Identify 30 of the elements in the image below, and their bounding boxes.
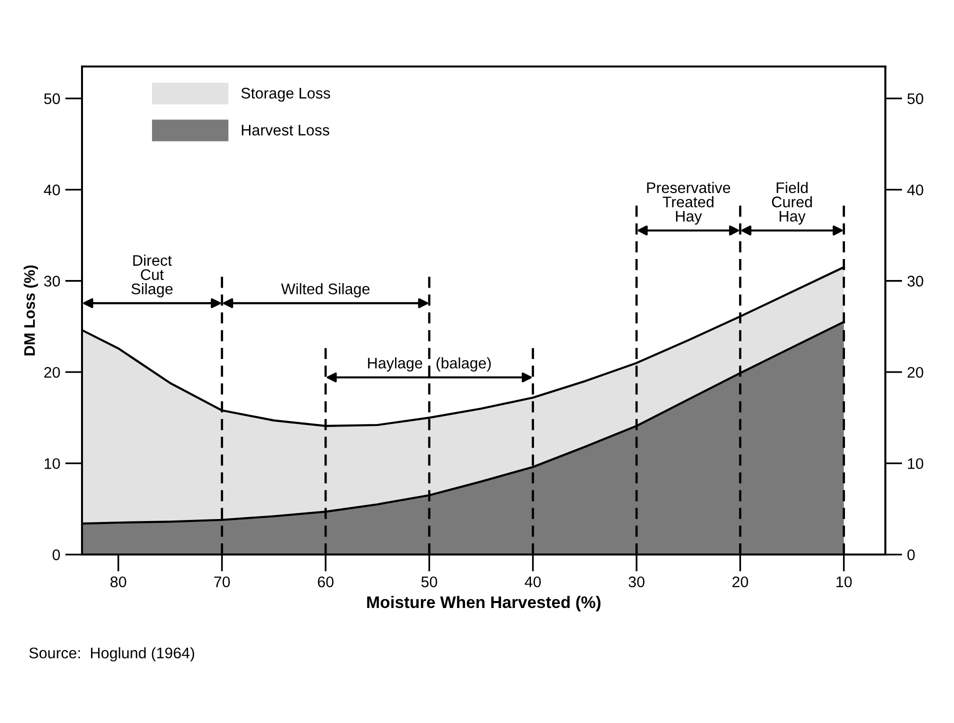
annotation: Wilted Silage <box>281 283 370 298</box>
x-tick-label: 30 <box>628 576 644 588</box>
x-tick-label: 40 <box>524 576 541 588</box>
y-tick-label: 40 <box>44 184 60 196</box>
annotation: Direct Cut Silage <box>131 254 173 298</box>
y2-tick-label: 10 <box>908 458 924 470</box>
source-note: Source: Hoglund (1964) <box>29 647 194 662</box>
x-tick-label: 60 <box>318 576 334 588</box>
y2-tick-label: 40 <box>907 184 924 196</box>
y-tick-label: 10 <box>44 458 60 470</box>
y-tick-label: 50 <box>44 93 60 104</box>
y-tick-label: 0 <box>52 549 60 560</box>
annotation: Haylage (balage) <box>368 357 491 372</box>
x-tick-label: 70 <box>214 576 230 588</box>
x-tick-label: 20 <box>732 576 748 588</box>
y2-tick-label: 50 <box>907 93 924 104</box>
x-tick-label: 80 <box>110 576 126 588</box>
y2-tick-label: 20 <box>908 366 924 378</box>
legend-label: Storage Loss <box>241 88 330 102</box>
x-tick-label: 10 <box>836 576 852 588</box>
x-tick-label: 50 <box>421 576 438 588</box>
annotation: Field Cured Hay <box>772 182 812 225</box>
annotation: Preservative Treated Hay <box>647 182 730 225</box>
y-tick-label: 20 <box>44 366 60 378</box>
legend-label: Harvest Loss <box>242 124 330 136</box>
y2-tick-label: 0 <box>907 549 915 560</box>
y-axis-title: DM Loss (%) <box>24 265 38 356</box>
y-tick-label: 30 <box>44 276 60 287</box>
y2-tick-label: 30 <box>907 276 924 287</box>
x-axis-title: Moisture When Harvested (%) <box>367 596 600 612</box>
